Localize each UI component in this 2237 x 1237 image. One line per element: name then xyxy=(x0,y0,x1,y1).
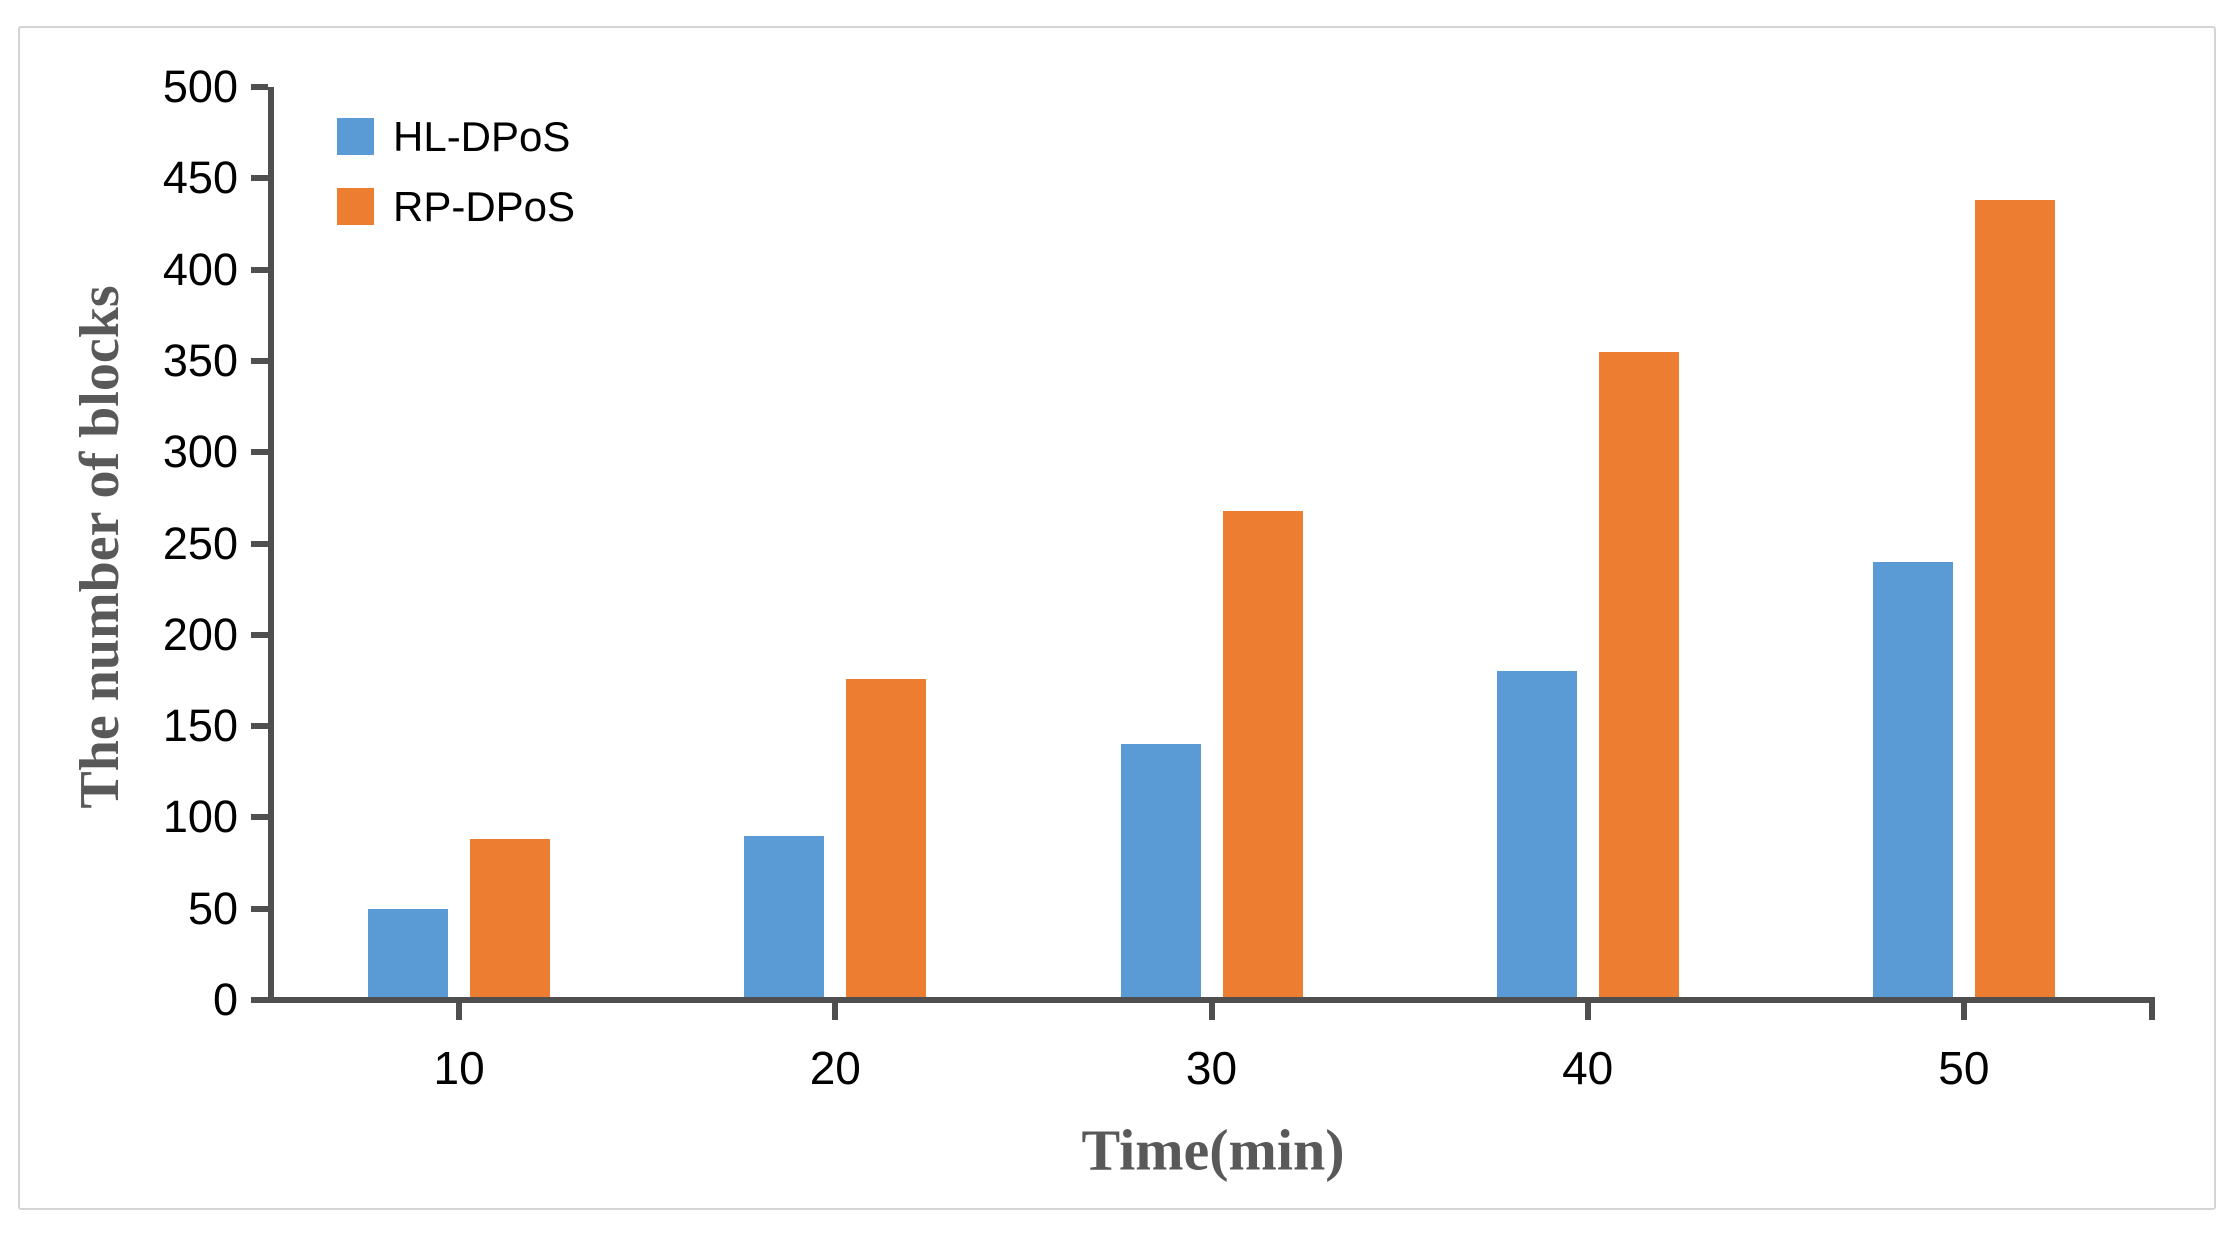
y-axis-title: The number of blocks xyxy=(69,285,131,809)
y-tick-label: 450 xyxy=(162,152,238,204)
legend-label: RP-DPoS xyxy=(393,183,576,230)
x-tick xyxy=(1208,1003,1215,1020)
y-tick xyxy=(251,631,268,638)
bar-rp-dpos-50 xyxy=(1974,200,2055,1000)
y-tick-label: 100 xyxy=(162,791,238,843)
legend-label: HL-DPoS xyxy=(393,113,571,160)
y-tick xyxy=(251,449,268,456)
y-tick-label: 50 xyxy=(187,882,238,934)
y-tick-label: 350 xyxy=(162,334,238,386)
x-tick-label: 30 xyxy=(1185,1042,1238,1094)
bar-hl-dpos-30 xyxy=(1120,744,1201,1000)
bar-rp-dpos-30 xyxy=(1222,510,1303,1000)
y-tick xyxy=(251,357,268,364)
y-tick-label: 400 xyxy=(162,243,238,295)
y-tick-label: 300 xyxy=(162,426,238,478)
bar-hl-dpos-20 xyxy=(744,835,825,1000)
y-tick xyxy=(251,905,268,912)
bar-hl-dpos-50 xyxy=(1872,561,1953,1000)
bar-hl-dpos-40 xyxy=(1496,671,1577,1000)
x-tick-label: 10 xyxy=(433,1042,485,1094)
y-tick-label: 150 xyxy=(162,700,238,752)
x-tick xyxy=(1960,1003,1967,1020)
y-tick-label: 0 xyxy=(212,974,238,1025)
bar-rp-dpos-40 xyxy=(1598,351,1679,1000)
bar-rp-dpos-10 xyxy=(470,839,551,1000)
legend-item-rp-dpos: RP-DPoS xyxy=(337,183,576,230)
x-tick xyxy=(1584,1003,1591,1020)
y-axis-line xyxy=(268,87,274,1003)
y-tick-label: 500 xyxy=(162,61,238,112)
bar-hl-dpos-10 xyxy=(368,908,449,1000)
y-tick-label: 250 xyxy=(162,517,238,569)
legend-swatch-hl-dpos xyxy=(337,118,374,155)
x-tick-label: 20 xyxy=(809,1042,861,1094)
bar-rp-dpos-20 xyxy=(846,678,927,1000)
x-tick-label: 50 xyxy=(1938,1042,1990,1094)
x-axis-title: Time(min) xyxy=(1081,1117,1345,1183)
y-tick xyxy=(251,266,268,273)
y-tick xyxy=(251,540,268,547)
y-tick xyxy=(251,84,268,90)
y-tick xyxy=(251,997,268,1003)
x-tick-label: 40 xyxy=(1562,1042,1614,1094)
y-tick xyxy=(251,175,268,182)
legend-item-hl-dpos: HL-DPoS xyxy=(337,113,571,160)
y-tick-label: 200 xyxy=(162,608,238,660)
x-axis-end-tick xyxy=(2149,1003,2155,1020)
y-tick xyxy=(251,723,268,730)
x-tick xyxy=(456,1003,463,1020)
figure-border xyxy=(18,26,2216,1210)
x-tick xyxy=(832,1003,839,1020)
legend-swatch-rp-dpos xyxy=(337,188,374,225)
x-axis-line xyxy=(268,997,2155,1003)
y-tick xyxy=(251,814,268,821)
